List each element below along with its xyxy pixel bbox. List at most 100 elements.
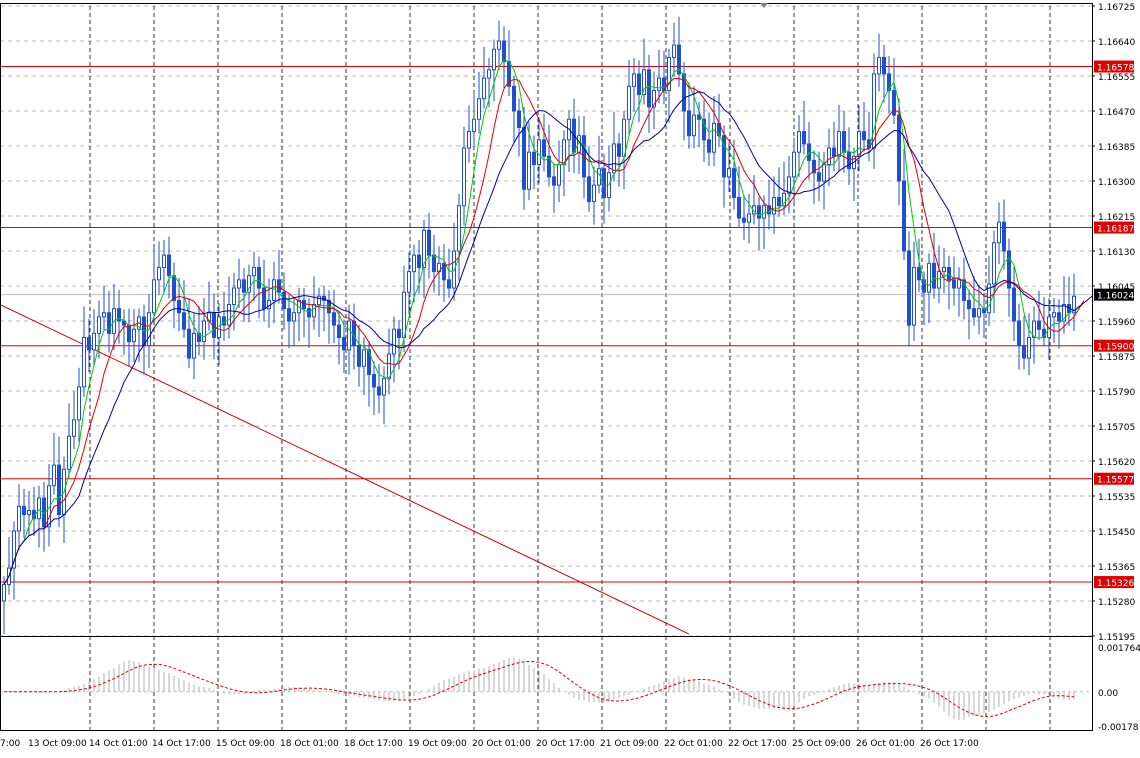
y-tick-label: 1.16215 xyxy=(1098,213,1135,223)
candle-body xyxy=(1072,295,1076,314)
candle-body xyxy=(307,308,311,318)
candle-body xyxy=(627,85,631,120)
candle-body xyxy=(382,378,386,396)
candle-body xyxy=(737,196,741,219)
y-tick-label: 1.15450 xyxy=(1098,528,1135,538)
candle-body xyxy=(462,147,466,207)
candle-body xyxy=(502,40,506,63)
candle-body xyxy=(372,374,376,388)
candle-body xyxy=(757,205,761,219)
candle-body xyxy=(897,114,901,182)
candle-body xyxy=(127,324,131,343)
candle-body xyxy=(1062,304,1066,322)
candle-body xyxy=(917,266,921,281)
candle-body xyxy=(817,172,821,182)
x-tick-label: 20 Oct 01:00 xyxy=(472,739,531,749)
candle-body xyxy=(132,328,136,343)
x-tick-label: 13 Oct 09:00 xyxy=(28,739,87,749)
candle-body xyxy=(797,131,801,153)
candle-body xyxy=(222,316,226,326)
candle-body xyxy=(347,320,351,351)
candle-body xyxy=(702,118,706,141)
candle-body xyxy=(482,77,486,100)
candle-body xyxy=(612,143,616,174)
oscillator-panel-frame xyxy=(0,636,1093,731)
candle-body xyxy=(697,114,701,120)
candle-body xyxy=(762,205,766,219)
candle-body xyxy=(942,266,946,273)
y-tick-label: 1.15535 xyxy=(1098,493,1135,503)
candle-body xyxy=(82,336,86,388)
candle-body xyxy=(552,176,556,186)
candle-body xyxy=(292,312,296,322)
candle-body xyxy=(472,118,476,133)
candle-body xyxy=(177,299,181,314)
candle-body xyxy=(317,295,321,306)
candle-body xyxy=(407,271,411,293)
candle-body xyxy=(772,196,776,215)
candle-body xyxy=(727,168,731,178)
candle-body xyxy=(967,299,971,310)
y-tick-label: 1.16725 xyxy=(1098,3,1135,13)
candle-body xyxy=(377,386,381,396)
candle-body xyxy=(547,155,551,178)
candle-body xyxy=(617,143,621,157)
y-tick-label: 1.15365 xyxy=(1098,563,1135,573)
candle-body xyxy=(162,254,166,268)
candle-body xyxy=(877,56,881,75)
candle-body xyxy=(832,147,836,157)
candle-body xyxy=(157,266,161,281)
oscillator-layer xyxy=(0,657,1092,721)
trendline[interactable] xyxy=(0,304,690,635)
osc-y-tick-label: -0.00178 xyxy=(1098,723,1139,733)
price-level-tag xyxy=(1094,472,1134,485)
x-tick-label: 14 Oct 01:00 xyxy=(89,739,148,749)
candle-body xyxy=(672,44,676,58)
price-level-tag xyxy=(1094,221,1134,234)
candle-body xyxy=(102,312,106,318)
y-tick-label: 1.15620 xyxy=(1098,458,1135,468)
candle-body xyxy=(392,328,396,355)
candle-body xyxy=(97,316,101,334)
y-tick-label: 1.15960 xyxy=(1098,318,1135,328)
candle-body xyxy=(332,312,336,326)
candle-body xyxy=(707,139,711,153)
candle-body xyxy=(122,320,126,326)
candle-body xyxy=(847,151,851,170)
candle-body xyxy=(937,271,941,289)
candle-body xyxy=(987,283,991,314)
candle-body xyxy=(467,131,471,149)
chart-shift-marker-icon[interactable] xyxy=(760,3,768,8)
candle-body xyxy=(287,308,291,322)
x-tick-label: 26 Oct 17:00 xyxy=(920,739,979,749)
candle-body xyxy=(682,73,686,112)
candle-body xyxy=(237,279,241,289)
candle-body xyxy=(172,275,176,301)
candle-body xyxy=(1052,312,1056,318)
candle-body xyxy=(337,324,341,338)
y-tick-label: 1.15195 xyxy=(1098,633,1135,643)
price-level-tag xyxy=(1094,576,1134,589)
candle-body xyxy=(192,332,196,359)
current-price-label: 1.16024 xyxy=(1097,292,1134,302)
candle-body xyxy=(277,279,281,293)
candle-body xyxy=(457,205,461,252)
x-tick-label: 20 Oct 17:00 xyxy=(536,739,595,749)
candle-body xyxy=(492,48,496,71)
x-tick-label: 15 Oct 09:00 xyxy=(216,739,275,749)
candle-body xyxy=(12,530,16,569)
candle-body xyxy=(167,254,171,277)
y-tick-label: 1.16130 xyxy=(1098,248,1135,258)
candle-body xyxy=(647,69,651,108)
candle-body xyxy=(952,279,956,289)
candle-body xyxy=(362,349,366,367)
price-level-label: 1.15326 xyxy=(1097,579,1134,589)
current-price-tag xyxy=(1094,288,1134,301)
candle-body xyxy=(187,328,191,359)
candle-body xyxy=(857,131,861,157)
moving-averages-layer xyxy=(3,59,1093,585)
price-level-tag xyxy=(1094,60,1134,73)
y-tick-label: 1.15790 xyxy=(1098,388,1135,398)
